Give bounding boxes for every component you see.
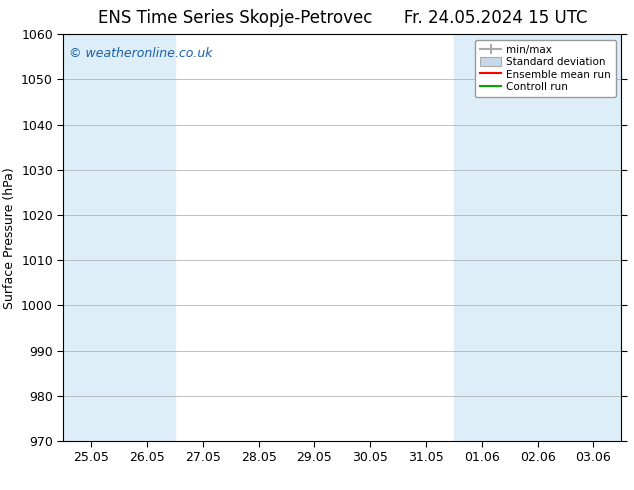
Bar xyxy=(566,34,621,441)
Bar xyxy=(510,34,566,441)
Bar xyxy=(454,34,510,441)
Bar xyxy=(119,34,175,441)
Y-axis label: Surface Pressure (hPa): Surface Pressure (hPa) xyxy=(3,167,16,309)
Title: ENS Time Series Skopje-Petrovec      Fr. 24.05.2024 15 UTC: ENS Time Series Skopje-Petrovec Fr. 24.0… xyxy=(98,9,587,27)
Legend: min/max, Standard deviation, Ensemble mean run, Controll run: min/max, Standard deviation, Ensemble me… xyxy=(475,40,616,97)
Text: © weatheronline.co.uk: © weatheronline.co.uk xyxy=(69,47,212,59)
Bar xyxy=(63,34,119,441)
